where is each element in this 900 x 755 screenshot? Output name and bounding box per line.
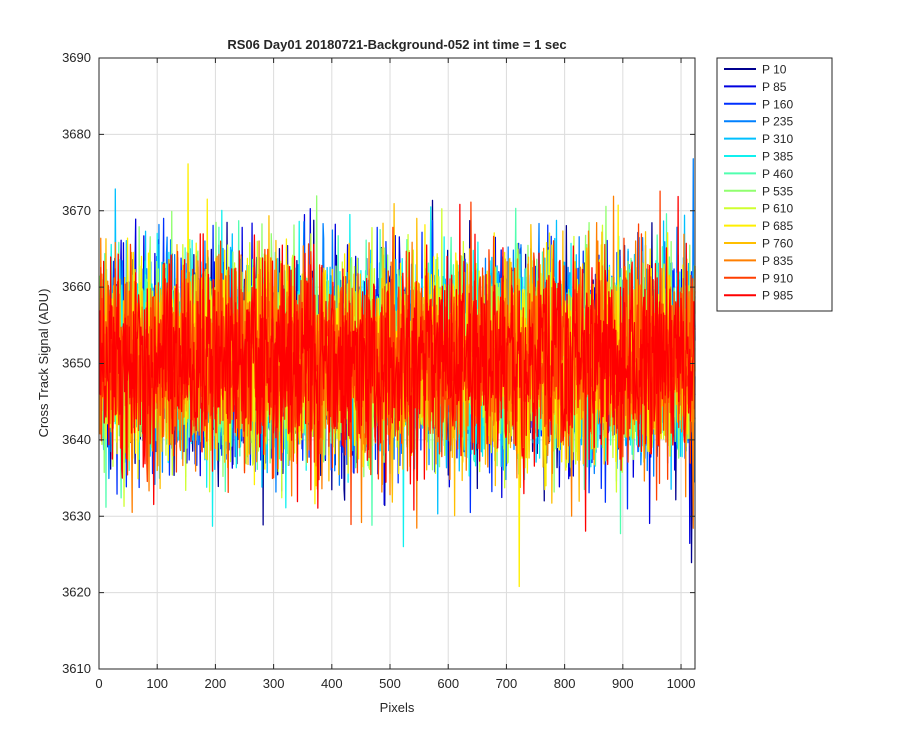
legend-entry-label: P 460 [762,167,793,181]
legend-entry-label: P 385 [762,150,793,164]
legend-entry-label: P 910 [762,271,793,285]
legend-entry-label: P 985 [762,289,793,303]
y-axis-label: Cross Track Signal (ADU) [36,289,51,438]
legend-entry-label: P 310 [762,132,793,146]
x-axis-label: Pixels [380,700,415,715]
y-tick-label: 3670 [62,203,91,218]
x-tick-label: 300 [263,676,285,691]
legend-entry-label: P 85 [762,80,787,94]
series-lines [98,158,696,588]
y-tick-label: 3690 [62,50,91,65]
legend-entry-label: P 160 [762,97,793,111]
chart-title: RS06 Day01 20180721-Background-052 int t… [227,37,566,52]
legend-entry-label: P 535 [762,184,793,198]
x-tick-label: 200 [205,676,227,691]
legend-box [716,57,833,312]
legend: P 10 P 85 P 160 P 235 P 310 P 385 P 460 P 535 P … [716,57,833,312]
x-tick-label: 1000 [667,676,696,691]
x-tick-label: 500 [379,676,401,691]
legend-entry-label: P 835 [762,254,793,268]
legend-entry-label: P 10 [762,63,787,77]
x-tick-label: 700 [496,676,518,691]
y-tick-label: 3620 [62,585,91,600]
series-line-13 [98,195,696,532]
x-tick-label: 100 [146,676,168,691]
y-tick-label: 3640 [62,432,91,447]
y-tick-label: 3610 [62,661,91,676]
x-tick-label: 600 [437,676,459,691]
x-tick-label: 900 [612,676,634,691]
x-tick-label: 400 [321,676,343,691]
legend-entry-label: P 610 [762,202,793,216]
x-tick-label: 0 [95,676,102,691]
legend-entry-label: P 685 [762,219,793,233]
legend-entry-label: P 760 [762,237,793,251]
legend-entry-label: P 235 [762,115,793,129]
y-tick-label: 3680 [62,126,91,141]
y-tick-label: 3630 [62,508,91,523]
y-tick-label: 3650 [62,356,91,371]
x-tick-label: 800 [554,676,576,691]
y-tick-label: 3660 [62,279,91,294]
axis-ticks: 0 100 200 300 400 500 600 700 800 900 1000 3610 3620… [62,50,695,691]
